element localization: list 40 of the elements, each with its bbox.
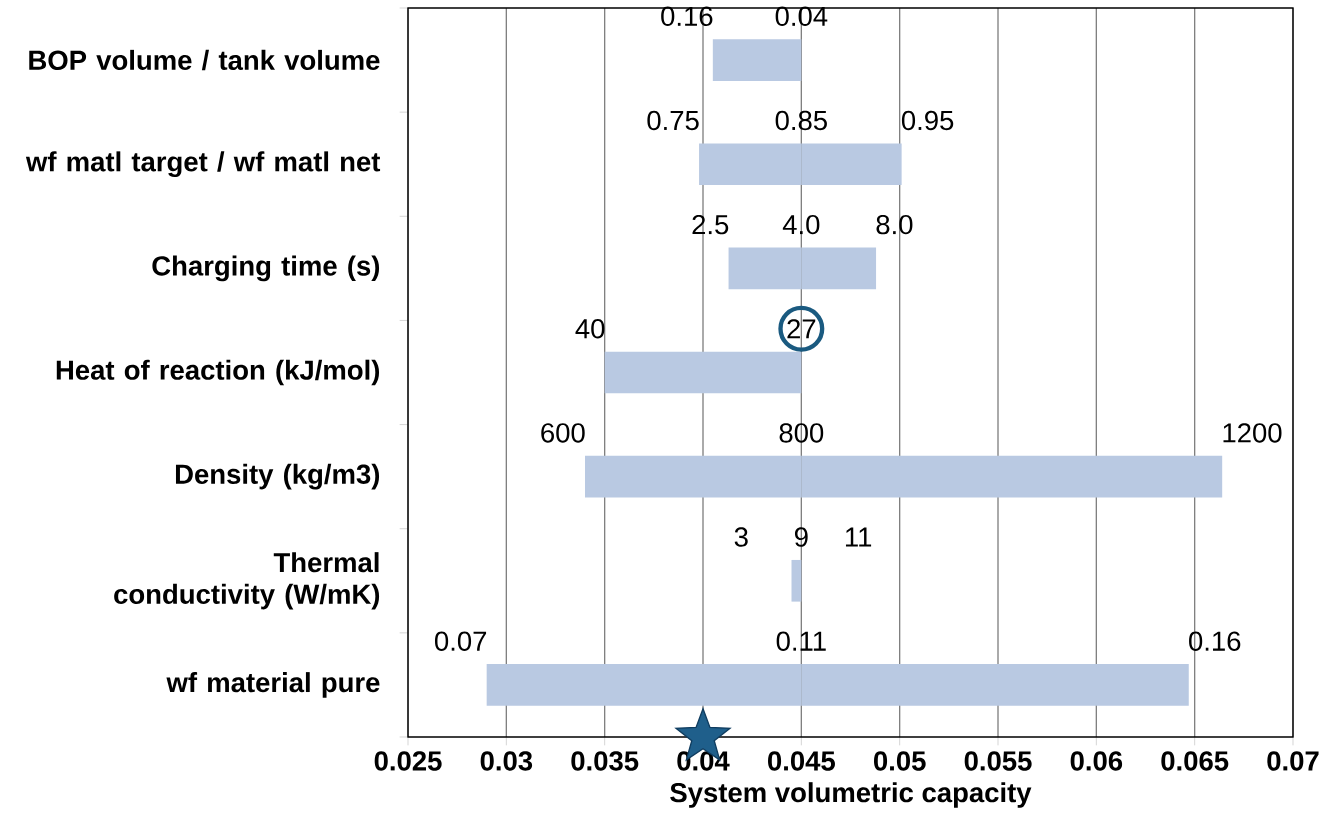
annotation: 0.75 xyxy=(647,110,699,131)
y-tick-label: wf material pure xyxy=(166,672,380,698)
annotation: 0.95 xyxy=(901,110,954,131)
annotation: 800 xyxy=(779,423,824,443)
annotation: 1200 xyxy=(1223,423,1282,443)
annotation: 8.0 xyxy=(876,214,913,235)
annotation: 11 xyxy=(845,527,872,547)
x-tick-label: 0.035 xyxy=(571,751,639,771)
bar xyxy=(791,559,802,602)
y-tick-label: Heat of reaction (kJ/mol) xyxy=(56,359,380,386)
annotation: 0.16 xyxy=(1189,631,1241,651)
x-tick-label: 0.045 xyxy=(768,751,835,771)
annotation: 0.11 xyxy=(776,631,826,651)
annotation: 0.04 xyxy=(775,6,828,27)
x-tick-label: 0.04 xyxy=(677,751,730,771)
x-tick-label: 0.05 xyxy=(874,751,926,771)
annotation: 27 xyxy=(787,319,816,339)
bar xyxy=(712,39,802,81)
annotation: 4.0 xyxy=(782,214,820,235)
x-tick-label: 0.06 xyxy=(1070,751,1123,771)
x-tick-label: 0.065 xyxy=(1161,751,1229,771)
y-tick-label: Charging time (s) xyxy=(152,255,380,282)
y-tick-label: wf matl target / wf matl net xyxy=(25,151,381,178)
annotation: 40 xyxy=(575,319,605,339)
annotation: 0.16 xyxy=(661,6,713,27)
x-tick-label: 0.03 xyxy=(480,751,533,771)
annotation: 0.07 xyxy=(435,631,487,651)
y-tick-label: BOP volume / tank volume xyxy=(29,49,380,71)
annotation: 9 xyxy=(794,527,808,547)
annotation: 0.85 xyxy=(775,110,827,131)
x-tick-label: 0.07 xyxy=(1267,751,1319,771)
bar xyxy=(604,351,802,394)
annotation: 600 xyxy=(541,423,585,443)
x-axis-title: System volumetric capacity xyxy=(670,782,1032,808)
y-tick-label: Thermal conductivity (W/mK) xyxy=(114,552,380,610)
y-tick-label: Density (kg/m3) xyxy=(175,463,380,490)
x-tick-label: 0.055 xyxy=(964,751,1032,771)
annotation: 2.5 xyxy=(692,214,729,235)
x-tick-label: 0.025 xyxy=(374,751,442,771)
annotation: 3 xyxy=(734,527,748,547)
